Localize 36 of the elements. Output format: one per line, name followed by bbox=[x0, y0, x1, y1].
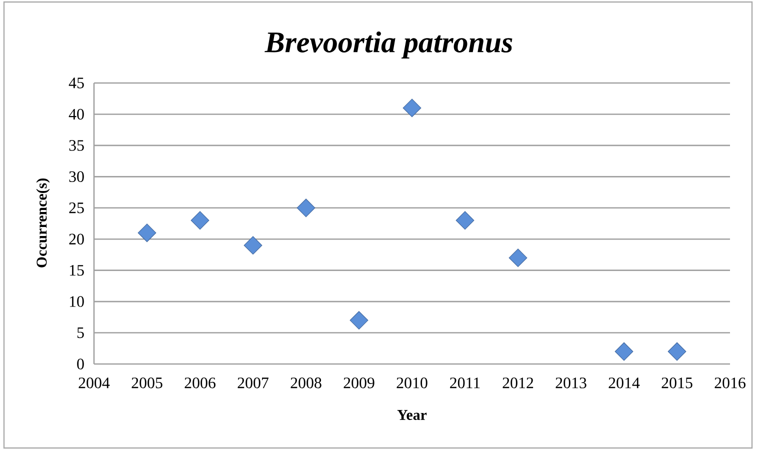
x-tick-label: 2004 bbox=[78, 378, 110, 388]
y-tick-label: 45 bbox=[68, 78, 84, 88]
y-tick-label: 30 bbox=[69, 171, 84, 182]
y-tick-label: 0 bbox=[77, 358, 84, 370]
x-tick-label: 2009 bbox=[344, 378, 374, 388]
x-tick-label: 2007 bbox=[238, 378, 268, 388]
x-tick-label: 2016 bbox=[714, 378, 746, 388]
x-tick-label: 2010 bbox=[396, 378, 428, 388]
chart-title: Brevoortia patronus bbox=[264, 31, 512, 59]
y-tick-label: 10 bbox=[70, 296, 84, 307]
y-axis-title: Occurrence(s) bbox=[36, 178, 50, 268]
x-tick-label: 2011 bbox=[450, 378, 480, 388]
x-tick-label: 2014 bbox=[608, 378, 640, 388]
x-tick-label: 2005 bbox=[132, 378, 162, 388]
y-tick-label: 5 bbox=[77, 327, 84, 338]
y-tick-label: 15 bbox=[70, 265, 84, 276]
point bbox=[508, 248, 528, 268]
y-tick-label: 40 bbox=[68, 108, 84, 120]
x-axis-title: Year bbox=[397, 410, 427, 420]
point bbox=[614, 342, 634, 361]
x-tick-label: 2013 bbox=[556, 378, 586, 388]
x-tick-label: 2008 bbox=[290, 378, 322, 388]
point bbox=[296, 198, 316, 218]
y-tick-label: 35 bbox=[69, 140, 84, 151]
point bbox=[138, 224, 156, 242]
point bbox=[244, 236, 262, 255]
point bbox=[190, 211, 210, 230]
point bbox=[402, 98, 422, 118]
point bbox=[668, 342, 686, 361]
x-tick-label: 2006 bbox=[184, 378, 216, 388]
y-tick-label: 20 bbox=[69, 234, 84, 244]
x-tick-label: 2015 bbox=[662, 378, 692, 388]
x-tick-label: 2012 bbox=[502, 378, 534, 388]
y-tick-label: 25 bbox=[69, 202, 84, 214]
point bbox=[350, 311, 368, 330]
point bbox=[456, 211, 474, 230]
